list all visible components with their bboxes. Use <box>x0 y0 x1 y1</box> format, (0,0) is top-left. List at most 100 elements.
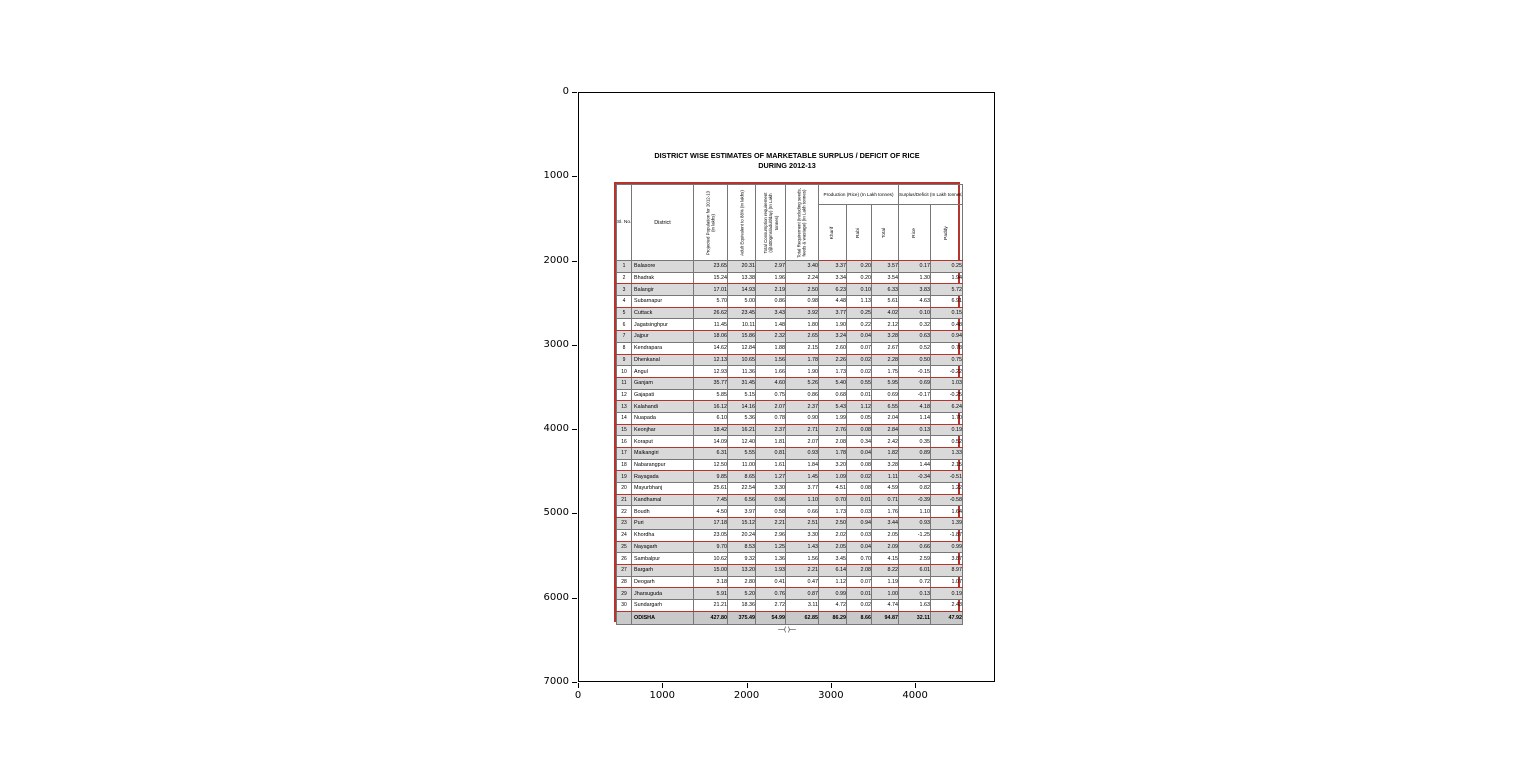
value-cell: 3.28 <box>871 330 899 343</box>
value-cell: 6.33 <box>871 283 899 297</box>
value-cell: 1.63 <box>898 598 931 612</box>
district-cell: Nayagarh <box>631 540 694 554</box>
sl-no-cell: 22 <box>616 505 632 519</box>
value-cell: 1.22 <box>930 482 963 495</box>
value-cell: 2.08 <box>846 563 872 577</box>
value-cell: -1.87 <box>930 528 963 542</box>
district-cell: Malkangiri <box>631 447 694 460</box>
value-cell: 3.92 <box>785 306 819 320</box>
y-axis-tick-mark <box>572 344 577 346</box>
value-cell: 2.07 <box>755 400 786 413</box>
sl-no-cell: 13 <box>616 400 632 413</box>
header-total: Total <box>871 204 899 261</box>
value-cell: 3.37 <box>818 260 847 273</box>
value-cell: 94.87 <box>871 610 899 625</box>
value-cell: 17.01 <box>693 283 728 297</box>
value-cell: 0.76 <box>755 587 786 600</box>
value-cell: 1.88 <box>755 341 786 355</box>
value-cell: 2.60 <box>818 341 847 355</box>
value-cell: 0.02 <box>846 365 872 378</box>
value-cell: 0.05 <box>846 411 872 425</box>
district-cell: Kalahandi <box>631 400 694 413</box>
value-cell: 7.45 <box>693 493 728 507</box>
value-cell: 10.65 <box>727 353 756 367</box>
value-cell: 1.11 <box>871 470 899 484</box>
value-cell: 23.65 <box>693 260 728 273</box>
sl-no-cell: 26 <box>616 552 632 565</box>
header-adult-equivalent: Adult Equivalent to 88% (in lakhs) <box>727 184 756 261</box>
value-cell: 0.25 <box>846 306 872 320</box>
table-row: 24 Khordha 23.05 20.24 2.96 3.30 2.02 0.03 2.05-… <box>616 528 963 542</box>
value-cell: 11.45 <box>693 318 728 332</box>
table-row: 26 Sambalpur 10.62 9.32 1.36 1.56 3.45 0.70 4.15… <box>616 552 963 565</box>
value-cell: 1.99 <box>818 411 847 425</box>
header-total-requirement-label: Total Requirement (including seeds, feed… <box>796 187 807 258</box>
district-cell: Subarnapur <box>631 295 694 308</box>
value-cell: 0.52 <box>930 435 963 448</box>
value-cell: 2.72 <box>755 598 786 612</box>
header-total-consumption: Total Consumption requirement (@400gms/a… <box>755 184 786 261</box>
value-cell: 5.00 <box>727 295 756 308</box>
value-cell: 5.61 <box>871 295 899 308</box>
value-cell: 1.12 <box>818 575 847 589</box>
value-cell: 3.57 <box>871 260 899 273</box>
value-cell: 23.05 <box>693 528 728 542</box>
value-cell: 0.35 <box>898 435 931 448</box>
value-cell: 6.14 <box>818 563 847 577</box>
value-cell: 3.40 <box>785 260 819 273</box>
value-cell: 3.43 <box>755 306 786 320</box>
sl-no-cell: 15 <box>616 423 632 437</box>
table-row: 27 Bargarh 15.00 13.20 1.93 2.21 6.14 2.08 8.22 6… <box>616 563 963 577</box>
value-cell: 5.72 <box>930 283 963 297</box>
value-cell: 0.52 <box>898 341 931 355</box>
value-cell: 5.70 <box>693 295 728 308</box>
table-row: 11 Ganjam 35.77 31.45 4.60 5.26 5.40 0.55 5.95 0.… <box>616 376 963 390</box>
sl-no-cell: 24 <box>616 528 632 542</box>
value-cell: 0.99 <box>818 587 847 600</box>
value-cell: 2.32 <box>755 330 786 343</box>
page-footer-mark: —( )— <box>778 627 796 633</box>
value-cell: 427.80 <box>693 610 728 625</box>
x-axis-tick-label: 1000 <box>649 690 676 701</box>
value-cell: 1.73 <box>818 365 847 378</box>
sl-no-cell: 17 <box>616 447 632 460</box>
value-cell: 0.69 <box>898 376 931 390</box>
y-axis-tick-label: 4000 <box>543 423 569 435</box>
value-cell: 3.18 <box>693 575 728 589</box>
value-cell: 0.04 <box>846 447 872 460</box>
value-cell: 0.08 <box>846 458 872 472</box>
value-cell: 3.54 <box>871 271 899 285</box>
district-cell: Sundargarh <box>631 598 694 612</box>
value-cell: 3.20 <box>818 458 847 472</box>
value-cell: 0.13 <box>898 587 931 600</box>
value-cell: 3.97 <box>727 505 756 519</box>
sl-no-cell: 28 <box>616 575 632 589</box>
value-cell: 1.45 <box>785 470 819 484</box>
value-cell: 54.99 <box>755 610 786 625</box>
value-cell: 5.15 <box>727 388 756 402</box>
value-cell: 0.98 <box>785 295 819 308</box>
value-cell: 0.69 <box>871 388 899 402</box>
value-cell: 1.76 <box>871 505 899 519</box>
table-row: 14 Nuapada 6.10 5.36 0.78 0.90 1.99 0.05 2.04 1.1… <box>616 411 963 425</box>
table-row: 8 Kendrapara 14.62 12.84 1.88 2.15 2.60 0.07 2.6… <box>616 341 963 355</box>
value-cell: 6.56 <box>727 493 756 507</box>
sl-no-cell: 3 <box>616 283 632 297</box>
value-cell: 2.02 <box>818 528 847 542</box>
y-axis-tick-mark <box>572 513 577 515</box>
y-axis-tick-label: 0 <box>562 86 569 97</box>
district-cell: ODISHA <box>631 610 694 625</box>
district-cell: Bhadrak <box>631 271 694 285</box>
sl-no-cell: 25 <box>616 540 632 554</box>
value-cell: 0.02 <box>846 470 872 484</box>
sl-no-cell: 16 <box>616 435 632 448</box>
value-cell: 0.13 <box>898 423 931 437</box>
district-cell: Gajapati <box>631 388 694 402</box>
table-row: 23 Puri 17.18 15.12 2.21 2.51 2.50 0.94 3.44 0.93… <box>616 517 963 530</box>
value-cell: 1.78 <box>785 353 819 367</box>
value-cell: 2.15 <box>930 458 963 472</box>
value-cell: 6.01 <box>898 563 931 577</box>
table-row: 25 Nayagarh 9.70 8.53 1.25 1.43 2.05 0.04 2.09 0.… <box>616 540 963 554</box>
value-cell: 3.77 <box>818 306 847 320</box>
value-cell: 1.73 <box>818 505 847 519</box>
